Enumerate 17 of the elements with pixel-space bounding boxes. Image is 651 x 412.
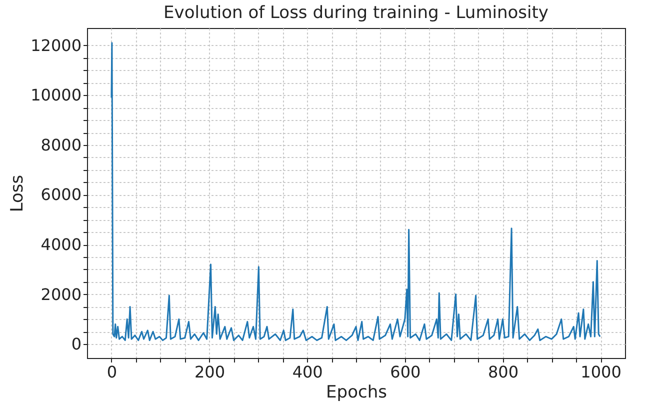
chart-title: Evolution of Loss during training - Luminosity xyxy=(164,3,548,23)
x-tick-label: 200 xyxy=(194,362,226,382)
line-series xyxy=(110,42,601,342)
x-tick-label: 800 xyxy=(488,362,518,382)
y-tick-label: 2000 xyxy=(40,284,82,304)
y-tick-label: 12000 xyxy=(30,36,82,55)
x-tick-label: 600 xyxy=(390,362,421,382)
y-tick-label: 4000 xyxy=(40,235,82,254)
x-tick-label: 400 xyxy=(292,362,323,382)
y-tick-label: 0 xyxy=(71,334,82,354)
x-tick-label: 1000 xyxy=(580,362,622,382)
y-tick-label: 8000 xyxy=(40,135,82,154)
x-axis-title: Epochs xyxy=(326,382,388,402)
x-tick-label: 0 xyxy=(106,362,118,382)
y-tick-label: 6000 xyxy=(40,185,82,204)
y-tick-label: 10000 xyxy=(30,86,82,105)
y-axis-title: Loss xyxy=(8,174,28,212)
